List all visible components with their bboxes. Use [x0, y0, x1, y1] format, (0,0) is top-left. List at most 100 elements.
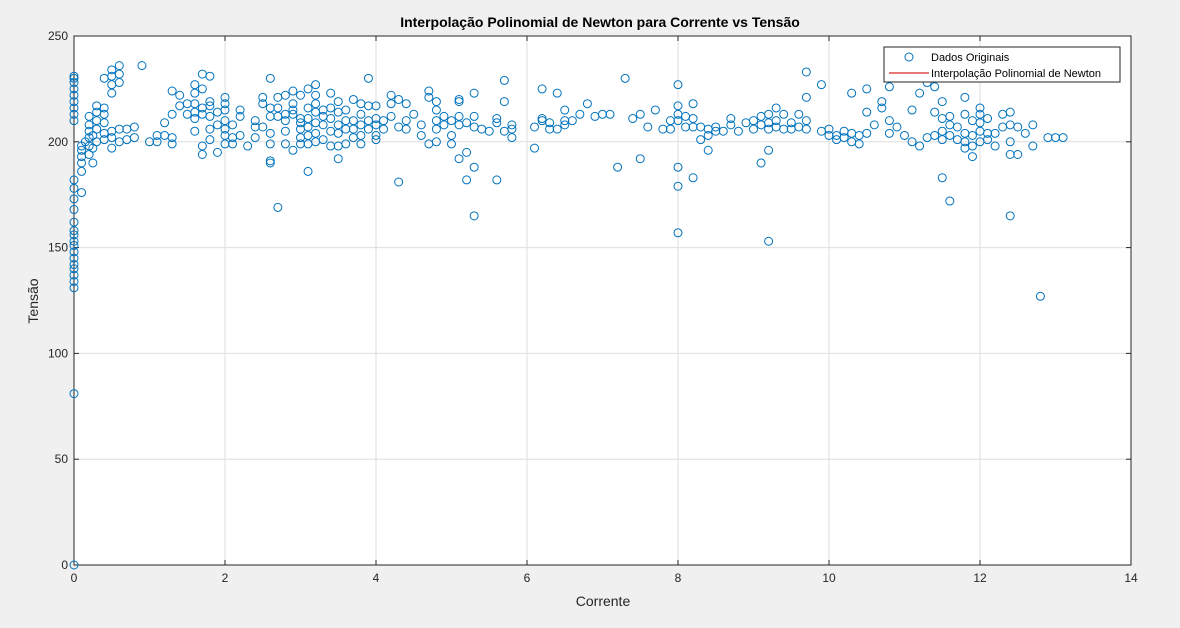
data-point [356, 109, 366, 119]
data-point [348, 116, 358, 126]
data-point [749, 116, 758, 126]
data-point [447, 130, 456, 140]
data-point [386, 90, 396, 100]
data-point [560, 105, 570, 115]
data-point [303, 84, 313, 94]
data-point [975, 103, 985, 113]
data-point [900, 130, 909, 140]
data-point [990, 141, 1000, 151]
data-point [703, 130, 713, 140]
data-point [341, 105, 351, 115]
data-point [243, 141, 253, 151]
data-point [197, 141, 207, 151]
data-point [326, 88, 336, 98]
data-point [756, 158, 766, 168]
data-point [265, 156, 275, 166]
data-point [197, 84, 207, 94]
data-point [967, 130, 977, 140]
data-point [733, 126, 743, 136]
data-point [371, 101, 381, 111]
x-axis-label: Corrente [576, 593, 631, 609]
data-point [303, 166, 313, 176]
data-point [326, 114, 336, 124]
y-tick-label: 250 [48, 29, 68, 43]
data-point [386, 111, 396, 121]
data-point [499, 75, 509, 85]
data-point [945, 130, 955, 140]
data-point [273, 103, 283, 113]
data-point [303, 114, 313, 124]
data-point [1020, 128, 1030, 138]
data-point [613, 162, 623, 172]
x-tick-label: 8 [675, 571, 682, 585]
data-point [228, 139, 238, 149]
data-point [265, 158, 275, 168]
data-point [288, 86, 298, 96]
data-point [1028, 141, 1038, 151]
data-point [567, 116, 577, 126]
data-point [794, 109, 804, 119]
data-point [69, 90, 79, 100]
data-point [318, 135, 328, 145]
data-point [967, 141, 977, 151]
x-tick-label: 0 [71, 571, 78, 585]
data-point [69, 71, 79, 81]
data-point [311, 80, 321, 90]
data-point [967, 152, 977, 162]
data-point [107, 143, 117, 153]
data-point [492, 114, 502, 124]
data-point [1005, 137, 1015, 147]
data-point [937, 173, 947, 183]
data-point [69, 97, 79, 107]
data-point [877, 103, 887, 113]
legend-label-interpolacao: Interpolação Polinomial de Newton [931, 68, 1101, 80]
data-point [960, 109, 970, 119]
data-point [915, 141, 925, 151]
data-point [726, 120, 736, 130]
data-point [462, 118, 472, 128]
data-point [205, 124, 215, 134]
data-point [129, 122, 139, 132]
series-dados-originais [69, 61, 1068, 570]
data-point [69, 389, 79, 399]
data-point [847, 88, 857, 98]
data-point [341, 139, 351, 149]
y-tick-label: 50 [55, 452, 69, 466]
data-point [212, 147, 222, 157]
data-point [190, 80, 200, 90]
y-tick-label: 100 [48, 346, 68, 360]
data-point [69, 230, 79, 240]
data-point [69, 103, 79, 113]
data-point [424, 86, 434, 96]
data-point [431, 97, 441, 107]
data-point [492, 118, 502, 128]
data-point [401, 99, 411, 109]
data-point [333, 154, 343, 164]
data-point [1013, 122, 1023, 132]
data-point [107, 133, 117, 143]
data-point [1005, 107, 1015, 117]
data-point [469, 211, 479, 221]
data-point [333, 120, 343, 130]
data-point [462, 147, 472, 157]
data-point [673, 181, 683, 191]
data-point [69, 253, 79, 263]
data-point [288, 109, 298, 119]
data-point [69, 175, 79, 185]
data-point [379, 116, 389, 126]
data-point [635, 154, 645, 164]
data-point [688, 99, 698, 109]
data-point [869, 120, 879, 130]
data-point [84, 111, 94, 121]
data-point [1028, 120, 1038, 130]
data-point [280, 139, 290, 149]
data-point [371, 135, 381, 145]
data-point [673, 101, 683, 111]
data-point [265, 73, 275, 83]
data-point [296, 118, 305, 128]
x-tick-label: 4 [373, 571, 380, 585]
data-point [507, 124, 517, 134]
data-point [635, 109, 645, 119]
data-point [839, 133, 849, 143]
data-point [288, 105, 298, 115]
